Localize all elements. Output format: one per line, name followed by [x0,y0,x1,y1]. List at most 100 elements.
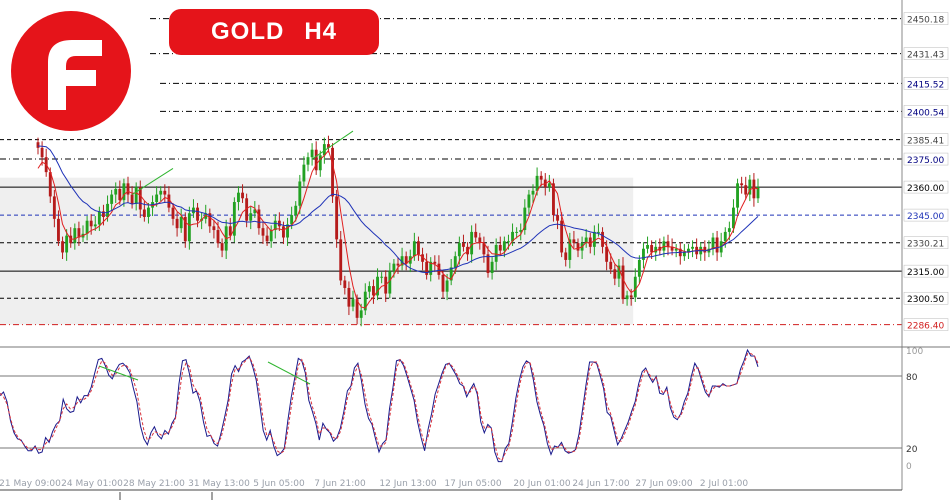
candle-body [576,243,580,251]
candle-body [167,194,171,208]
candle-body [114,188,118,195]
candle-body [654,246,658,253]
candle [699,242,703,261]
price-label-box [903,318,949,331]
candle [719,232,723,258]
candle-body [277,220,281,227]
candle-body [306,157,310,165]
candle [560,212,564,258]
candle-body [474,231,478,238]
candle [441,270,445,299]
candle-body [359,310,363,318]
candle-body [494,244,498,262]
candle-body [294,205,298,216]
candle-body [318,155,322,171]
candle-body [376,276,379,296]
candle [629,288,633,306]
candle-body [314,149,318,171]
candle-body [322,144,326,156]
candle-body [290,215,294,225]
candle [57,210,60,246]
candle-body [637,259,641,277]
candle [445,273,449,301]
candle [232,197,236,243]
candle [269,225,273,248]
candle-body [625,295,629,300]
candle-body [490,261,494,274]
candle-body [265,235,269,242]
candle [515,227,519,239]
time-axis-label: 28 May 21:00 [123,479,185,489]
candle-body [245,198,249,221]
candle [306,152,310,172]
candle [110,189,114,211]
candle [40,141,44,166]
time-axis-label: 21 May 09:00 [0,479,61,489]
time-axis-label: 24 Jun 17:00 [572,479,629,489]
price-divergence-lines [131,130,354,195]
candle-body [584,237,588,244]
candle-body [412,241,416,257]
candle-body [421,254,424,262]
candle-body [343,280,347,288]
candle-body [155,194,159,203]
candle-body [310,149,314,158]
candle-body [192,207,195,214]
candle [637,255,641,284]
candle [310,143,314,166]
candle-body [429,261,433,275]
candle-body [515,231,519,233]
candle-body [417,241,420,255]
candle-body [73,228,77,244]
candle [237,186,240,211]
candle [343,275,347,295]
candle-body [40,147,44,158]
candle-body [445,280,449,292]
candle [482,236,486,263]
candle-body [134,187,138,204]
candle [372,279,375,304]
price-label: 2400.54 [907,108,944,118]
candle-body [727,228,731,232]
candle-body [179,216,183,229]
candle [425,253,429,280]
price-label: 2375.00 [907,156,944,166]
candle [114,182,118,203]
candle-body [220,243,224,251]
candle [36,137,40,155]
candle-body [687,248,690,253]
candle [126,176,130,203]
candle-body [531,190,535,195]
candle-body [560,220,564,253]
candle [61,236,64,259]
symbol-label: GOLD [210,18,285,45]
candle-body [670,246,674,251]
candle-body [249,213,253,221]
candle [748,174,752,202]
candle-body [163,190,167,195]
candle-body [752,179,756,199]
candle-body [605,246,609,262]
candle [65,229,69,261]
candle-body [302,164,306,182]
candle [404,251,408,271]
candle-body [449,267,453,281]
candle [519,223,523,241]
candle-body [331,147,334,197]
candle-body [282,226,285,238]
candle-body [61,241,64,253]
price-label: 2315.00 [907,268,944,278]
candle [556,208,559,230]
candle [715,230,719,261]
candle [85,216,89,241]
candle-body [736,183,739,208]
candle-body [335,196,339,240]
candle-body [130,194,134,204]
candle-body [183,216,187,242]
candle [241,184,244,203]
candle-body [48,172,52,197]
candle [523,199,527,235]
candle-body [633,276,637,298]
candle [318,150,322,177]
candle [584,229,588,248]
